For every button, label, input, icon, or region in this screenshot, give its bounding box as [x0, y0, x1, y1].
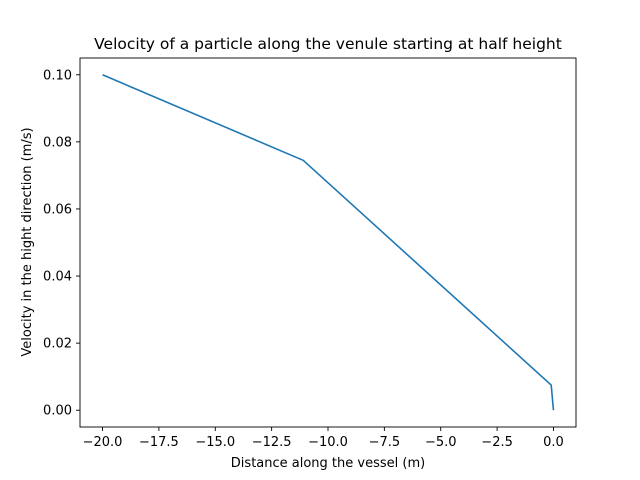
series-line — [102, 74, 555, 411]
y-tick-label: 0.10 — [43, 68, 72, 83]
x-tick-label: −5.0 — [425, 435, 457, 450]
x-tick-label: −20.0 — [83, 435, 123, 450]
y-tick-label: 0.04 — [43, 270, 72, 285]
y-tick-label: 0.00 — [43, 404, 72, 419]
y-tick-label: 0.08 — [43, 135, 72, 150]
x-axis: −20.0 −17.5 −15.0 −12.5 −10.0 −7.5 −5.0 −2.5 0.0 — [83, 427, 564, 450]
x-tick-label: −15.0 — [195, 435, 235, 450]
x-tick-label: 0.0 — [543, 435, 564, 450]
plot-area — [102, 74, 555, 411]
x-tick-label: −2.5 — [481, 435, 513, 450]
x-tick-label: −12.5 — [252, 435, 292, 450]
y-tick-label: 0.06 — [43, 202, 72, 217]
x-tick-label: −17.5 — [139, 435, 179, 450]
chart-title: Velocity of a particle along the venule … — [94, 35, 562, 53]
x-tick-label: −10.0 — [308, 435, 348, 450]
x-tick-label: −7.5 — [369, 435, 401, 450]
y-axis-label: Velocity in the hight direction (m/s) — [20, 127, 35, 356]
y-axis: 0.00 0.02 0.04 0.06 0.08 0.10 — [43, 68, 80, 419]
plot-frame — [79, 57, 577, 428]
y-tick-label: 0.02 — [43, 337, 72, 352]
x-axis-label: Distance along the vessel (m) — [231, 456, 425, 471]
